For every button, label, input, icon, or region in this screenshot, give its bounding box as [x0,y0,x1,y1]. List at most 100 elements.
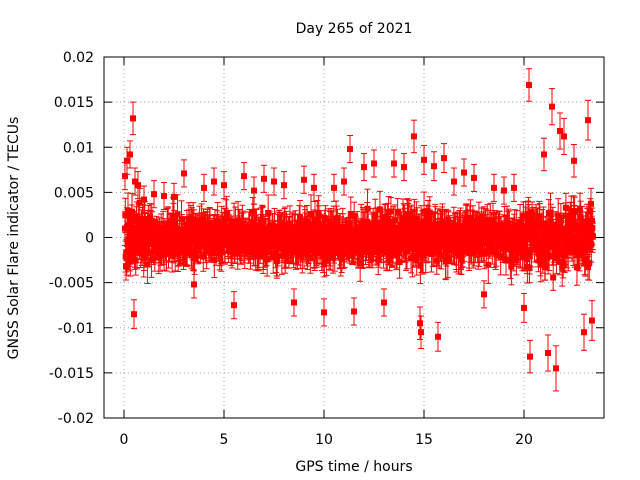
data-point [438,251,445,258]
data-point [426,229,433,236]
data-point [514,249,521,256]
data-point [206,244,213,251]
data-point [191,255,198,262]
data-point [169,214,176,221]
data-point [264,256,271,263]
data-point [422,249,429,256]
data-point [387,208,394,215]
data-point [473,239,480,246]
data-point [246,223,253,230]
data-point [450,221,457,228]
data-point [507,257,514,264]
data-point [483,248,490,255]
data-point [283,222,290,229]
data-point [350,241,357,248]
data-point [223,210,230,217]
data-point [126,252,133,259]
data-point [523,251,530,258]
data-point [413,216,420,223]
data-point [387,226,394,233]
data-point [258,239,265,246]
data-point [231,218,238,225]
data-point [190,216,197,223]
data-point [536,217,543,224]
data-point [141,249,148,256]
data-point [526,253,533,260]
data-point [264,233,271,240]
data-point [379,239,386,246]
data-point [336,224,343,231]
data-point [304,225,311,232]
data-point [212,249,219,256]
data-point [528,246,535,253]
data-point [469,218,476,225]
data-point [314,235,321,242]
data-point [417,262,424,269]
data-point [430,249,437,256]
data-point [398,245,405,252]
data-point [349,248,356,255]
data-point [211,257,218,264]
data-point [282,251,289,258]
data-point [122,212,129,219]
data-point [536,213,543,220]
data-point [280,229,287,236]
data-point [470,249,477,256]
data-point [247,249,254,256]
data-point [409,254,416,261]
data-point [375,249,382,256]
data-point [438,230,445,237]
data-point [257,244,264,251]
data-point [139,244,146,251]
data-point [145,218,152,225]
data-point [441,243,448,250]
data-point [489,217,496,224]
data-point [133,213,140,220]
data-point [200,253,207,260]
data-point [390,220,397,227]
data-point [169,253,176,260]
data-point [384,216,391,223]
data-point [300,249,307,256]
data-point [249,225,256,232]
data-point [307,254,314,261]
data-point [330,221,337,228]
data-point [190,250,197,257]
data-point [148,230,155,237]
data-point [394,209,401,216]
data-point [360,219,367,226]
data-point [444,254,451,261]
data-point [165,220,172,227]
data-point [141,216,148,223]
data-point [321,261,328,268]
data-point [418,240,425,247]
data-point [174,211,181,218]
data-point [320,252,327,259]
data-point [419,221,426,228]
data-point [413,257,420,264]
data-point [421,208,428,215]
data-point [426,209,433,216]
data-point [534,237,541,244]
data-point [144,261,151,268]
data-point [401,224,408,231]
data-point [203,248,210,255]
data-point [259,218,266,225]
data-point [496,222,503,229]
data-point [321,224,328,231]
data-point [533,224,540,231]
data-point [314,216,321,223]
data-point [537,240,544,247]
data-layer [122,68,596,392]
data-point [255,250,262,257]
data-point [467,214,474,221]
data-point [250,248,257,255]
data-point [250,219,257,226]
data-point [303,218,310,225]
data-point [482,225,489,232]
data-point [391,217,398,224]
data-point [522,242,529,249]
data-point [321,229,328,236]
data-point [386,253,393,260]
